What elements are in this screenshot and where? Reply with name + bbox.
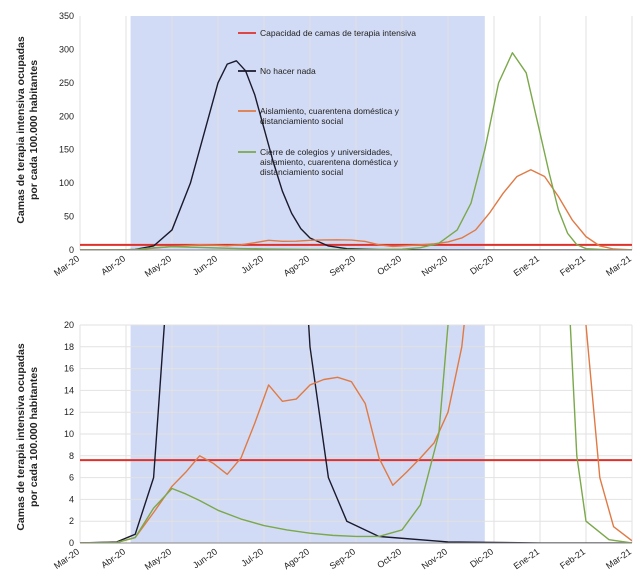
bottom-ylabel-line1: Camas de terapia intensiva ocupadas [15,343,27,530]
top-ytick-350: 350 [59,11,74,21]
top-ytick-50: 50 [64,212,74,222]
top-xtick-Nov-20: Nov-20 [420,253,450,278]
bottom-xtick-Abr-20: Abr-20 [99,546,127,570]
top-xtick-Jul-20: Jul-20 [239,253,265,275]
chart-bottom: Camas de terapia intensiva ocupadas por … [15,320,633,572]
bottom-series-3 [80,325,632,543]
bottom-series-1 [80,325,632,543]
bottom-xtick-Ene-21: Ene-21 [512,546,542,571]
top-ylabel-line2: por cada 100.000 habitantes [28,60,40,200]
bottom-xtick-Dic-20: Dic-20 [468,546,495,569]
bottom-xtick-Mar-21: Mar-21 [604,546,633,571]
bottom-xtick-Sep-20: Sep-20 [328,546,358,571]
top-legend-label-0-0: Capacidad de camas de terapia intensiva [260,28,416,38]
top-xtick-Ago-20: Ago-20 [282,253,312,278]
bottom-xtick-Feb-21: Feb-21 [558,546,587,571]
top-xtick-May-20: May-20 [143,253,173,278]
top-series-3 [80,52,632,250]
top-xtick-Sep-20: Sep-20 [328,253,358,278]
top-ytick-100: 100 [59,178,74,188]
bottom-ytick-12: 12 [64,407,74,417]
bottom-xtick-Oct-20: Oct-20 [375,546,403,570]
top-ytick-150: 150 [59,145,74,155]
bottom-ytick-0: 0 [69,538,74,548]
bottom-ytick-20: 20 [64,320,74,330]
top-ylabel-line1: Camas de terapia intensiva ocupadas [15,36,27,223]
top-shaded-region [130,16,485,250]
top-series-1 [80,60,632,250]
top-series-2 [80,169,632,250]
top-xtick-Abr-20: Abr-20 [99,253,127,277]
top-xtick-Ene-21: Ene-21 [512,253,542,278]
bottom-series-2 [80,325,632,543]
top-ytick-0: 0 [69,245,74,255]
top-xtick-Jun-20: Jun-20 [191,253,219,277]
top-legend-label-2-1: distanciamiento social [260,116,343,126]
chart-top: Camas de terapia intensiva ocupadas por … [15,11,633,279]
top-legend-label-3-1: aislamiento, cuarentena doméstica y [260,157,399,167]
bottom-xtick-Mar-20: Mar-20 [52,546,81,571]
top-legend: Capacidad de camas de terapia intensiva N… [238,28,416,177]
bottom-ytick-8: 8 [69,451,74,461]
top-ytick-200: 200 [59,111,74,121]
bottom-ytick-10: 10 [64,429,74,439]
bottom-xtick-Jun-20: Jun-20 [191,546,219,570]
top-xtick-Dic-20: Dic-20 [468,253,495,276]
bottom-ytick-6: 6 [69,473,74,483]
top-xtick-Feb-21: Feb-21 [558,253,587,278]
top-series-group [80,52,632,250]
bottom-xtick-Jul-20: Jul-20 [239,546,265,568]
bottom-ytick-14: 14 [64,385,74,395]
bottom-xtick-Ago-20: Ago-20 [282,546,312,571]
top-ytick-250: 250 [59,78,74,88]
top-xtick-Mar-20: Mar-20 [52,253,81,278]
top-legend-label-1-0: No hacer nada [260,66,316,76]
bottom-xtick-Nov-20: Nov-20 [420,546,450,571]
bottom-ytick-2: 2 [69,516,74,526]
bottom-series-group [80,325,632,543]
bottom-ytick-4: 4 [69,494,74,504]
top-legend-label-2-0: Aislamiento, cuarentena doméstica y [260,106,400,116]
bottom-xtick-May-20: May-20 [143,546,173,571]
top-ytick-300: 300 [59,44,74,54]
top-legend-label-3-2: distanciamiento social [260,167,343,177]
top-legend-label-3-0: Cierre de colegios y universidades, [260,147,392,157]
top-xtick-Mar-21: Mar-21 [604,253,633,278]
bottom-ytick-16: 16 [64,364,74,374]
bottom-ytick-18: 18 [64,342,74,352]
bottom-ylabel-line2: por cada 100.000 habitantes [28,367,40,507]
top-xtick-Oct-20: Oct-20 [375,253,403,277]
